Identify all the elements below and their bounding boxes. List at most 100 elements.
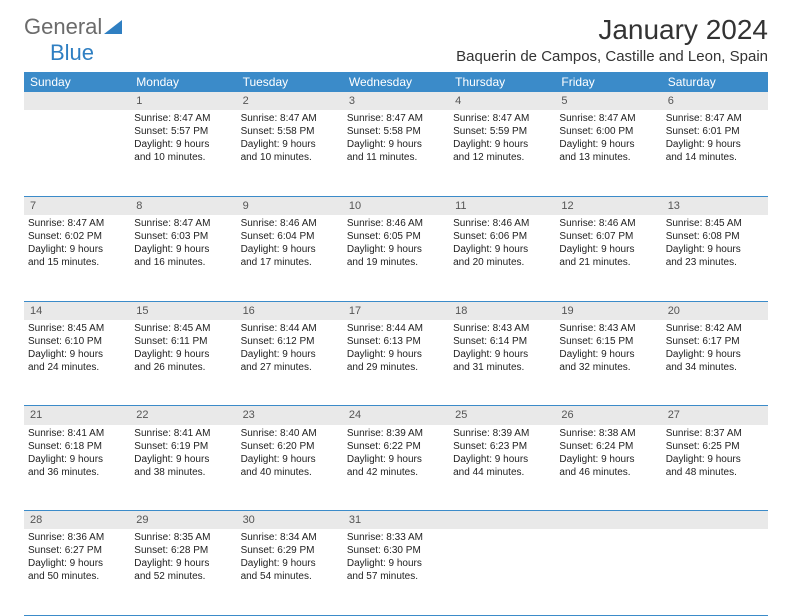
day-detail-line: Sunrise: 8:42 AM: [666, 322, 764, 335]
day-detail-line: and 36 minutes.: [28, 466, 126, 479]
day-cell: Sunrise: 8:47 AMSunset: 6:00 PMDaylight:…: [555, 110, 661, 196]
day-detail-line: Sunrise: 8:46 AM: [559, 217, 657, 230]
day-cell: Sunrise: 8:43 AMSunset: 6:14 PMDaylight:…: [449, 320, 555, 406]
day-number: 3: [343, 92, 449, 110]
day-detail-line: Sunrise: 8:35 AM: [134, 531, 232, 544]
day-detail-line: Daylight: 9 hours: [134, 243, 232, 256]
day-detail-line: Sunrise: 8:37 AM: [666, 427, 764, 440]
day-detail-line: Sunset: 6:17 PM: [666, 335, 764, 348]
weekday-header: Monday: [130, 72, 236, 92]
day-cell: Sunrise: 8:42 AMSunset: 6:17 PMDaylight:…: [662, 320, 768, 406]
day-detail-line: Daylight: 9 hours: [453, 348, 551, 361]
day-cell: Sunrise: 8:37 AMSunset: 6:25 PMDaylight:…: [662, 425, 768, 511]
day-number: 4: [449, 92, 555, 110]
day-number: 17: [343, 301, 449, 320]
day-detail-line: Sunset: 6:12 PM: [241, 335, 339, 348]
day-detail-line: Sunrise: 8:43 AM: [559, 322, 657, 335]
day-detail-line: Daylight: 9 hours: [28, 348, 126, 361]
day-detail-line: Daylight: 9 hours: [559, 138, 657, 151]
day-detail-line: Sunrise: 8:44 AM: [347, 322, 445, 335]
day-cell: Sunrise: 8:34 AMSunset: 6:29 PMDaylight:…: [237, 529, 343, 615]
day-detail-line: and 17 minutes.: [241, 256, 339, 269]
day-detail-line: and 52 minutes.: [134, 570, 232, 583]
day-detail-line: and 15 minutes.: [28, 256, 126, 269]
day-detail-line: Daylight: 9 hours: [559, 243, 657, 256]
day-cell: Sunrise: 8:45 AMSunset: 6:11 PMDaylight:…: [130, 320, 236, 406]
day-number: 2: [237, 92, 343, 110]
day-number: 10: [343, 196, 449, 215]
logo-triangle-icon: [104, 20, 122, 34]
day-detail-line: Daylight: 9 hours: [134, 348, 232, 361]
day-detail-line: Sunrise: 8:33 AM: [347, 531, 445, 544]
day-number: 1: [130, 92, 236, 110]
day-cell: Sunrise: 8:36 AMSunset: 6:27 PMDaylight:…: [24, 529, 130, 615]
day-detail-line: Sunset: 6:02 PM: [28, 230, 126, 243]
day-detail-line: Sunset: 5:58 PM: [347, 125, 445, 138]
day-cell: Sunrise: 8:46 AMSunset: 6:07 PMDaylight:…: [555, 215, 661, 301]
day-detail-line: Sunset: 5:58 PM: [241, 125, 339, 138]
day-detail-line: Sunrise: 8:45 AM: [134, 322, 232, 335]
day-detail-line: Sunset: 6:08 PM: [666, 230, 764, 243]
weekday-header: Wednesday: [343, 72, 449, 92]
day-detail-line: Sunrise: 8:47 AM: [134, 112, 232, 125]
day-detail-line: Sunrise: 8:46 AM: [241, 217, 339, 230]
day-cell: Sunrise: 8:39 AMSunset: 6:22 PMDaylight:…: [343, 425, 449, 511]
day-number: 12: [555, 196, 661, 215]
day-detail-line: Sunrise: 8:47 AM: [347, 112, 445, 125]
day-detail-line: Sunrise: 8:39 AM: [453, 427, 551, 440]
day-detail-line: Sunrise: 8:45 AM: [28, 322, 126, 335]
day-number: 8: [130, 196, 236, 215]
day-detail-line: Daylight: 9 hours: [347, 557, 445, 570]
day-detail-line: Daylight: 9 hours: [241, 138, 339, 151]
day-number: 23: [237, 406, 343, 425]
day-detail-line: Sunrise: 8:41 AM: [134, 427, 232, 440]
day-detail-line: Daylight: 9 hours: [666, 138, 764, 151]
day-detail-line: and 11 minutes.: [347, 151, 445, 164]
day-detail-line: and 12 minutes.: [453, 151, 551, 164]
day-content-row: Sunrise: 8:41 AMSunset: 6:18 PMDaylight:…: [24, 425, 768, 511]
day-detail-line: Daylight: 9 hours: [241, 243, 339, 256]
weekday-header: Sunday: [24, 72, 130, 92]
day-number: 15: [130, 301, 236, 320]
day-detail-line: Sunset: 5:59 PM: [453, 125, 551, 138]
day-detail-line: Sunrise: 8:47 AM: [134, 217, 232, 230]
day-cell: Sunrise: 8:43 AMSunset: 6:15 PMDaylight:…: [555, 320, 661, 406]
location: Baquerin de Campos, Castille and Leon, S…: [456, 48, 768, 65]
day-detail-line: Sunset: 6:15 PM: [559, 335, 657, 348]
day-detail-line: Sunset: 6:13 PM: [347, 335, 445, 348]
day-number: 25: [449, 406, 555, 425]
day-detail-line: Daylight: 9 hours: [28, 557, 126, 570]
day-detail-line: and 14 minutes.: [666, 151, 764, 164]
weekday-header-row: SundayMondayTuesdayWednesdayThursdayFrid…: [24, 72, 768, 92]
day-detail-line: and 46 minutes.: [559, 466, 657, 479]
day-detail-line: and 54 minutes.: [241, 570, 339, 583]
day-detail-line: and 21 minutes.: [559, 256, 657, 269]
day-detail-line: Sunrise: 8:47 AM: [666, 112, 764, 125]
title-block: January 2024 Baquerin de Campos, Castill…: [456, 14, 768, 65]
day-detail-line: and 38 minutes.: [134, 466, 232, 479]
day-detail-line: Sunset: 6:07 PM: [559, 230, 657, 243]
day-detail-line: and 19 minutes.: [347, 256, 445, 269]
day-detail-line: Sunrise: 8:34 AM: [241, 531, 339, 544]
day-detail-line: Sunset: 5:57 PM: [134, 125, 232, 138]
day-detail-line: Daylight: 9 hours: [347, 243, 445, 256]
day-cell: Sunrise: 8:38 AMSunset: 6:24 PMDaylight:…: [555, 425, 661, 511]
day-detail-line: Sunrise: 8:41 AM: [28, 427, 126, 440]
day-detail-line: Daylight: 9 hours: [666, 243, 764, 256]
day-detail-line: Daylight: 9 hours: [453, 453, 551, 466]
day-cell: Sunrise: 8:41 AMSunset: 6:19 PMDaylight:…: [130, 425, 236, 511]
day-number: [449, 511, 555, 530]
day-detail-line: Sunset: 6:23 PM: [453, 440, 551, 453]
day-cell: Sunrise: 8:47 AMSunset: 6:02 PMDaylight:…: [24, 215, 130, 301]
day-cell: [555, 529, 661, 615]
day-detail-line: Daylight: 9 hours: [666, 348, 764, 361]
day-detail-line: Sunrise: 8:38 AM: [559, 427, 657, 440]
day-number: 22: [130, 406, 236, 425]
day-number: 24: [343, 406, 449, 425]
day-detail-line: Daylight: 9 hours: [241, 557, 339, 570]
day-detail-line: Sunrise: 8:44 AM: [241, 322, 339, 335]
day-number: 27: [662, 406, 768, 425]
day-number: 26: [555, 406, 661, 425]
day-detail-line: Daylight: 9 hours: [134, 557, 232, 570]
day-detail-line: Sunrise: 8:43 AM: [453, 322, 551, 335]
